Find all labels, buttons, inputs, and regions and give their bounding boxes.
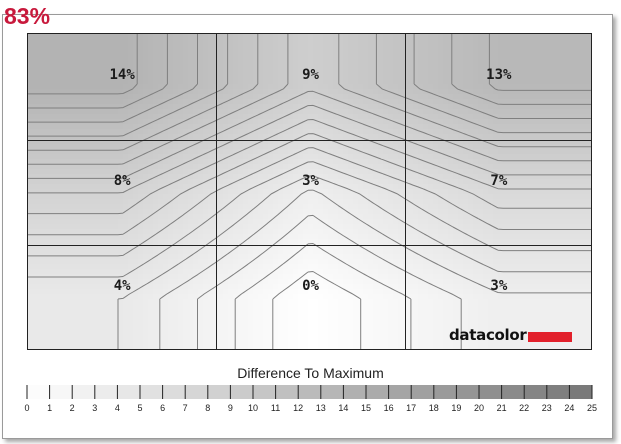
legend-tick-label: 23 (541, 403, 552, 413)
legend-swatch (72, 385, 96, 399)
legend-tick-label: 2 (69, 403, 75, 413)
legend-tick-label: 15 (360, 403, 372, 413)
legend-swatch (117, 385, 141, 399)
legend-swatch (524, 385, 548, 399)
legend-swatch (162, 385, 186, 399)
legend-swatch (456, 385, 480, 399)
cell-value-r2-c3: 7% (490, 172, 508, 189)
legend-swatch (27, 385, 51, 399)
contour-line (28, 34, 591, 151)
legend-tick-label: 1 (47, 403, 53, 413)
legend-tick-label: 20 (473, 403, 485, 413)
legend-tick-label: 24 (564, 403, 575, 413)
heatmap-svg (28, 34, 591, 349)
legend-swatch (320, 385, 344, 399)
legend-tick-label: 17 (406, 403, 417, 413)
legend-swatch (501, 385, 525, 399)
contour-line (117, 175, 591, 349)
contour-lines (28, 34, 591, 349)
color-scale-legend: 0 1 2 3 4 5 6 7 8 9 10 11 12 13 14 15 16 17 18 19 20 21 22 23 24… (0, 383, 621, 423)
legend-swatch (185, 385, 209, 399)
legend-swatch (343, 385, 367, 399)
legend-tick-label: 13 (315, 403, 326, 413)
legend-tick-label: 4 (114, 403, 120, 413)
legend-tick-label: 11 (270, 403, 281, 413)
heatmap-fill (28, 34, 591, 349)
legend-swatch (366, 385, 390, 399)
contour-line (28, 90, 591, 179)
contour-line (28, 147, 591, 257)
legend-tick-label: 3 (92, 403, 98, 413)
headline-percentage: 83% (4, 3, 51, 29)
legend-tick-label: 18 (428, 403, 439, 413)
contour-line (28, 34, 591, 165)
legend-swatch (94, 385, 118, 399)
legend-tick-label: 8 (205, 403, 211, 413)
logo-red-bar (527, 331, 572, 342)
legend-swatch (388, 385, 412, 399)
legend-tick-label: 21 (496, 403, 507, 413)
legend-title: Difference To Maximum (237, 365, 384, 381)
contour-line (28, 161, 591, 278)
contour-line (159, 189, 591, 349)
legend-swatch (546, 385, 570, 399)
legend-swatch (253, 385, 277, 399)
legend-tick-label: 6 (160, 403, 166, 413)
legend-tick-label: 22 (519, 403, 530, 413)
cell-value-r1-c3: 13% (486, 66, 512, 83)
legend-swatch (140, 385, 164, 399)
contour-line (197, 214, 462, 349)
legend-tick-label: 7 (182, 403, 188, 413)
legend-tick-label: 25 (586, 403, 598, 413)
cell-value-r2-c2: 3% (302, 172, 319, 189)
legend-tick-label: 5 (137, 403, 143, 413)
cell-value-r2-c1: 8% (113, 172, 131, 189)
legend-tick-label: 0 (24, 403, 30, 413)
datacolor-logo: datacolor (449, 326, 572, 344)
legend-swatch (433, 385, 457, 399)
legend-tick-label: 10 (247, 403, 259, 413)
logo-text: datacolor (449, 326, 527, 344)
legend-swatch (569, 385, 593, 399)
contour-line (28, 119, 591, 215)
legend-swatch (275, 385, 299, 399)
legend-tick-label: 9 (227, 403, 233, 413)
uniformity-heatmap: 14% 9% 13% 8% 3% 7% 4% 0% 3% datacolor (27, 33, 592, 350)
cell-grid (28, 34, 591, 349)
cell-value-r3-c1: 4% (113, 278, 131, 295)
color-scale-bar (26, 385, 593, 399)
cell-value-r1-c2: 9% (302, 66, 319, 83)
contour-line (272, 271, 362, 349)
contour-line (234, 243, 412, 349)
legend-swatch (411, 385, 435, 399)
legend-swatch (298, 385, 322, 399)
legend-swatch (230, 385, 254, 399)
contour-line (28, 34, 591, 137)
contour-line (28, 34, 138, 95)
legend-swatch (49, 385, 73, 399)
legend-swatch (479, 385, 503, 399)
legend-swatch (207, 385, 231, 399)
legend-tick-label: 14 (338, 403, 349, 413)
legend-tick-label: 12 (293, 403, 304, 413)
contour-line (28, 34, 591, 123)
cell-value-r1-c1: 14% (109, 66, 135, 83)
contour-line (28, 104, 591, 194)
cell-value-r3-c3: 3% (490, 278, 508, 295)
legend-tick-label: 16 (383, 403, 394, 413)
contour-line (28, 34, 591, 109)
legend-tick-label: 19 (451, 403, 462, 413)
cell-value-r3-c2: 0% (302, 278, 319, 295)
